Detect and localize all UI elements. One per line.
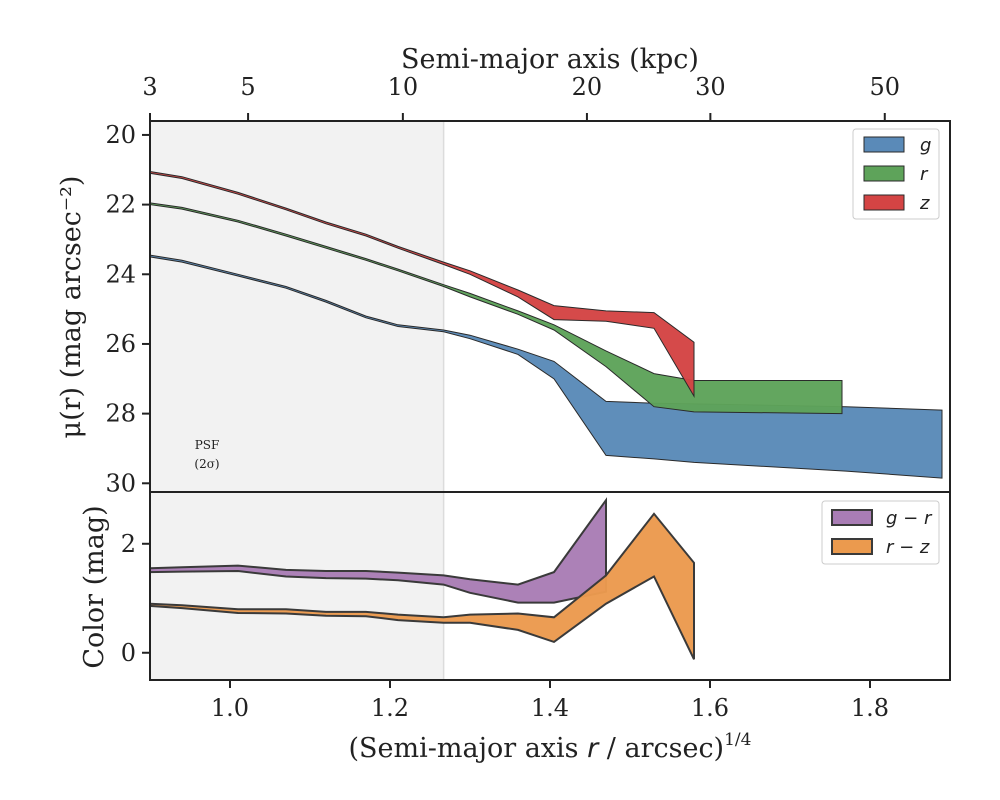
top-kpc-tick-label: 30 (695, 73, 726, 101)
top-ytick-label: 26 (105, 330, 136, 358)
top-ytick-label: 22 (105, 191, 136, 219)
top-ytick-label: 28 (105, 400, 136, 428)
legend-swatch-z (863, 194, 905, 211)
legend-label-z: z (919, 193, 930, 214)
band-g-top (149, 254, 943, 479)
psf-region (150, 121, 444, 492)
bottom-xtick-label: 1.4 (531, 694, 569, 722)
bottom-xtick-label: 1.0 (211, 694, 249, 722)
bottom-xtick-label: 1.8 (851, 694, 889, 722)
xlabel-part-4: 1/4 (724, 730, 751, 750)
psf-label: PSF (195, 438, 220, 452)
legend-label-color-1: r − z (886, 537, 930, 558)
top-ytick-label: 24 (105, 260, 136, 288)
bottom-xtick-label: 1.2 (371, 694, 409, 722)
xlabel-part-3: / arcsec) (598, 733, 724, 764)
legend-label-r: r (920, 164, 929, 185)
xlabel-part-2: r (587, 733, 600, 764)
bottom-ytick-label: 2 (121, 530, 136, 558)
band-r-top (149, 202, 843, 415)
band-z-top (149, 170, 695, 399)
bottom-axis-title: (Semi-major axis r / arcsec)1/4 (349, 730, 752, 764)
legend-swatch-g (863, 136, 905, 153)
top-panel: PSF (2σ) 20 22 24 26 28 30 3 5 10 20 30 50 grz (105, 73, 951, 497)
legend-swatch-color-1 (831, 538, 873, 555)
top-legend: grz (852, 128, 940, 220)
top-ytick-label: 30 (105, 469, 136, 497)
bottom-ytick-label: 0 (121, 639, 136, 667)
legend-label-g: g (920, 135, 931, 156)
top-panel-ylabel: μ(r) (mag arcsec⁻²) (56, 176, 87, 439)
top-axis-title: Semi-major axis (kpc) (401, 44, 699, 75)
top-kpc-tick-label: 10 (388, 73, 419, 101)
top-kpc-tick-label: 3 (142, 73, 157, 101)
psf-region (150, 492, 444, 680)
legend-swatch-r (863, 165, 905, 182)
psf-sigma-label: (2σ) (194, 457, 219, 471)
legend-swatch-color-0 (831, 509, 873, 526)
top-kpc-tick-label: 20 (572, 73, 603, 101)
legend-label-color-0: g − r (886, 508, 933, 529)
xlabel-part-1: (Semi-major axis (349, 733, 588, 764)
top-kpc-tick-label: 50 (869, 73, 900, 101)
bottom-legend: g − r r − z (821, 500, 940, 565)
bottom-panel: 0 2 1.0 1.2 1.4 1.6 1.8 g − r r − z (121, 491, 951, 722)
bottom-panel-ylabel: Color (mag) (79, 505, 110, 668)
band-rz-bottom (149, 512, 695, 660)
top-kpc-tick-label: 5 (240, 73, 255, 101)
bottom-xtick-label: 1.6 (691, 694, 729, 722)
top-ytick-label: 20 (105, 121, 136, 149)
